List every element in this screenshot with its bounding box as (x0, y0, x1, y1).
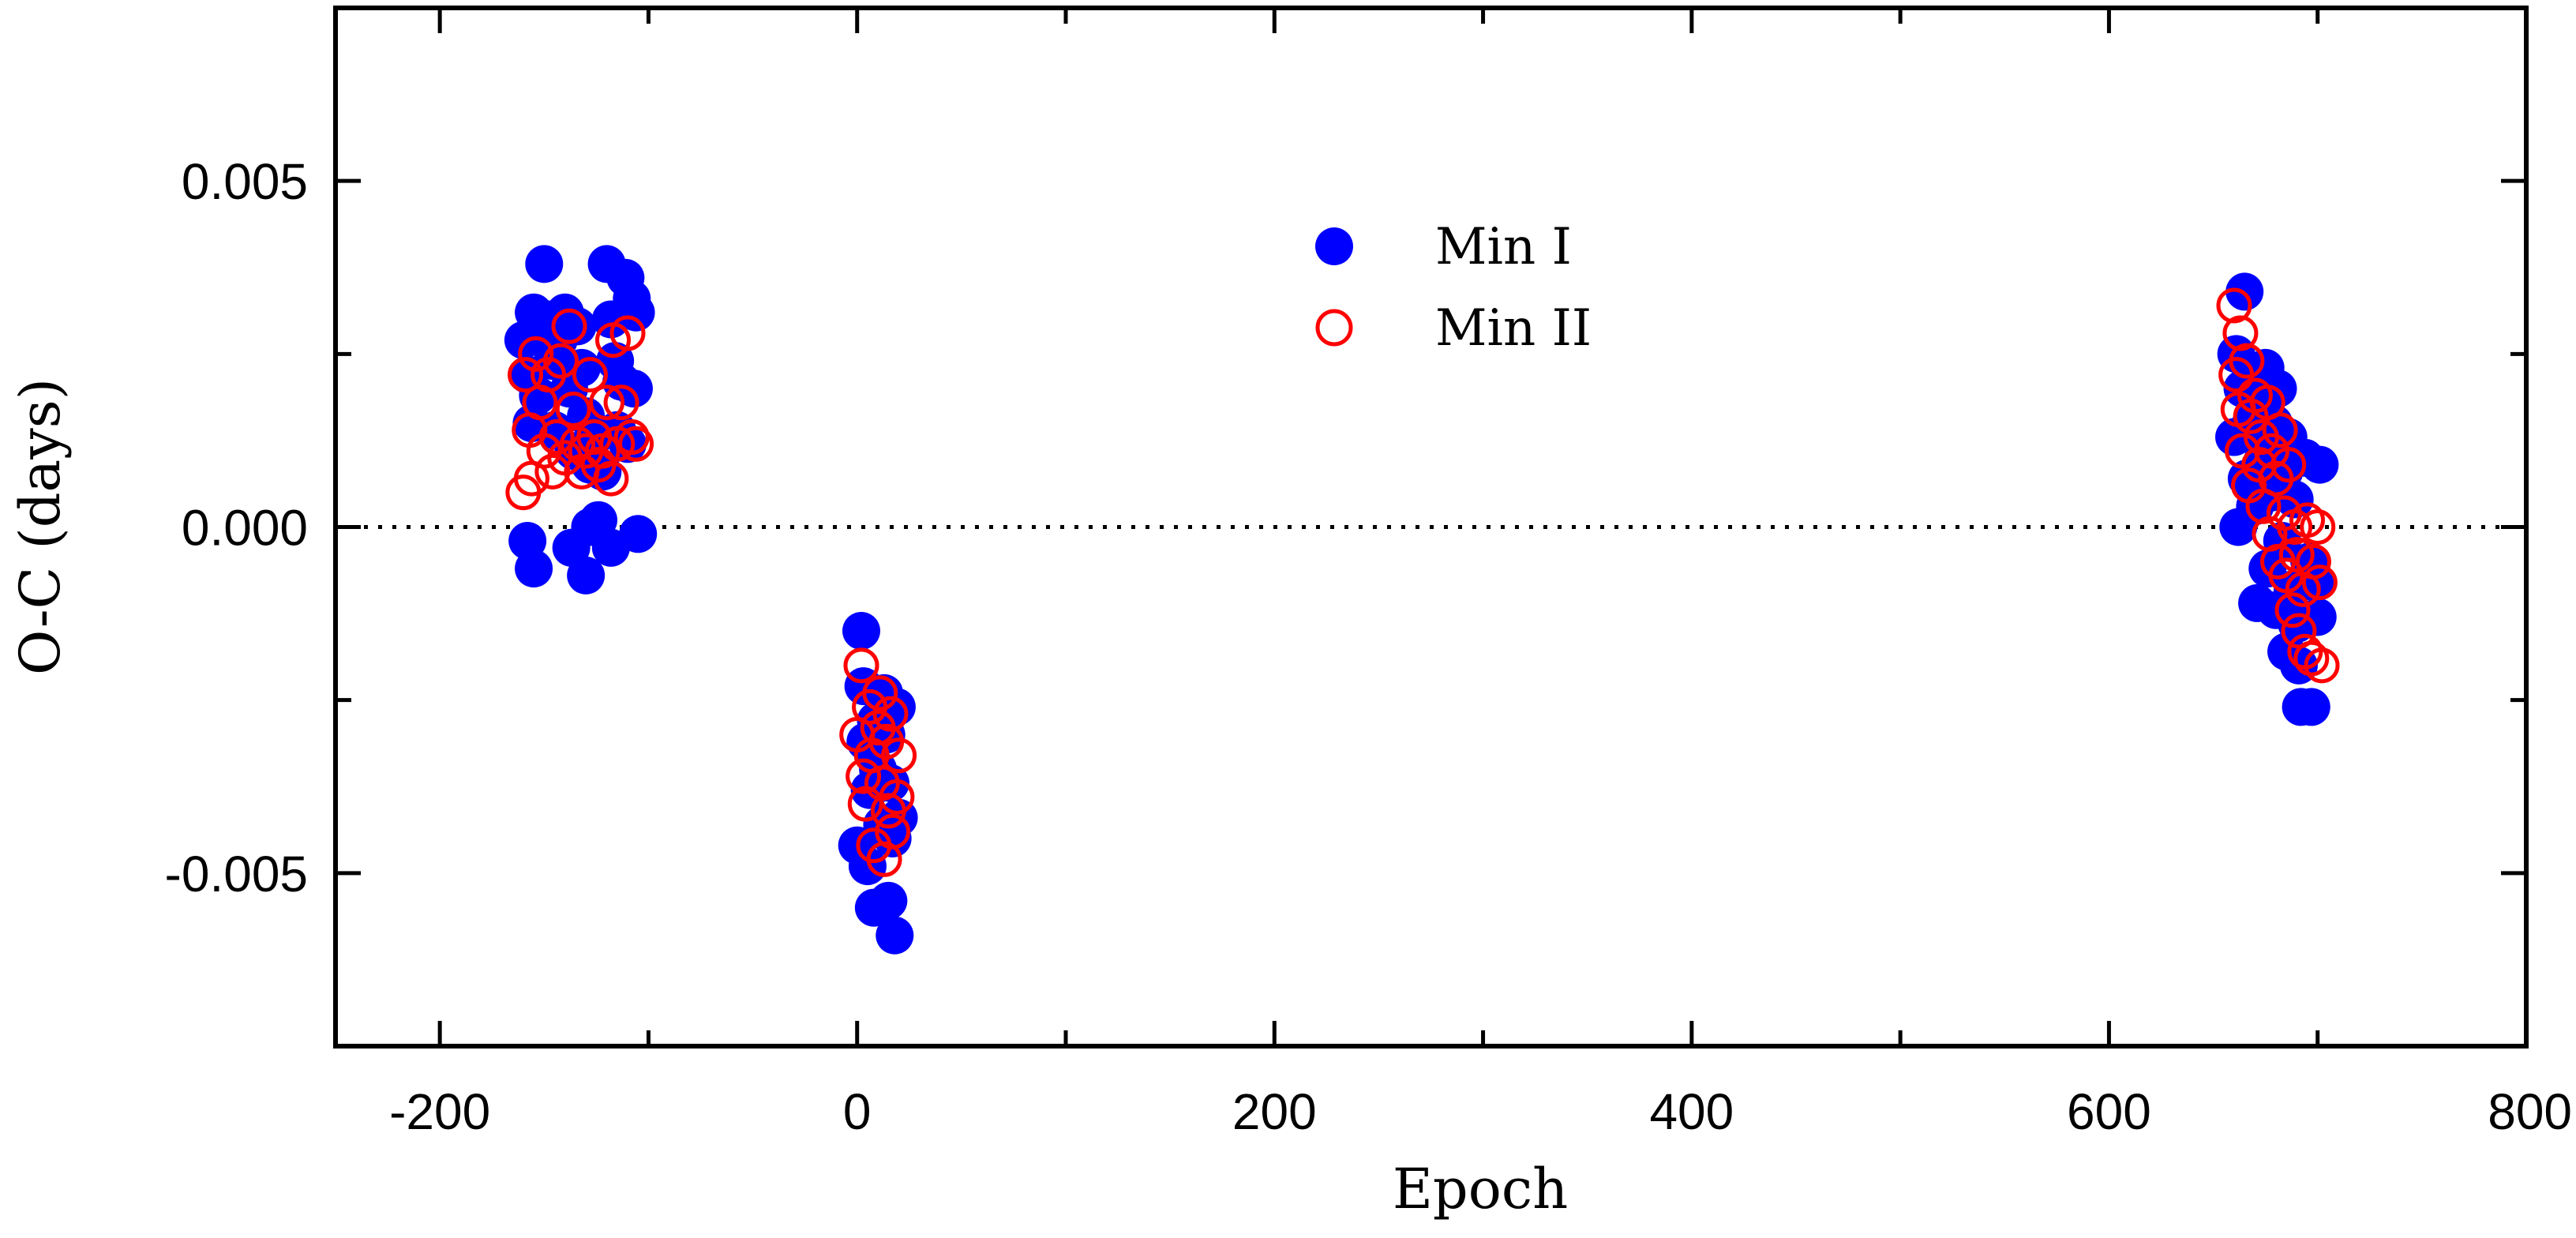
data-point-min-i (519, 376, 557, 415)
data-point-min-ii (2293, 640, 2330, 677)
data-point-min-ii (879, 778, 915, 815)
data-point-min-i (2292, 688, 2330, 726)
data-point-min-ii (572, 357, 608, 393)
data-point-min-ii (2304, 647, 2340, 684)
data-point-min-ii (2300, 509, 2336, 545)
y-axis-title: O-C (days) (8, 378, 73, 675)
data-point-min-ii (2278, 537, 2315, 573)
data-point-min-ii (555, 391, 591, 427)
y-tick-label: -0.005 (165, 846, 308, 902)
data-points (504, 245, 2340, 955)
legend-label-min-i: Min I (1435, 218, 1572, 276)
x-tick-label: 800 (2488, 1083, 2572, 1140)
axis-ticks (336, 8, 2529, 1046)
data-point-min-ii (2295, 543, 2331, 580)
y-tick-label: 0.000 (182, 500, 308, 557)
data-point-min-ii (603, 385, 639, 421)
data-point-min-ii (875, 813, 911, 850)
data-point-min-ii (843, 647, 879, 684)
data-point-min-i (876, 916, 914, 955)
y-tick-label: 0.005 (182, 153, 308, 210)
data-point-min-ii (538, 419, 575, 456)
data-point-min-ii (2216, 287, 2252, 324)
data-point-min-i (842, 612, 880, 650)
data-point-min-i (848, 847, 887, 886)
data-point-min-ii (518, 336, 554, 372)
data-point-min-ii (862, 675, 898, 711)
legend: Min I Min II (1315, 218, 1592, 358)
data-point-min-i (619, 515, 658, 553)
data-point-min-ii (2270, 447, 2307, 483)
data-point-min-ii (846, 758, 882, 794)
data-point-min-ii (560, 426, 596, 462)
x-tick-label: 0 (843, 1083, 872, 1140)
data-point-min-ii (2301, 565, 2338, 601)
data-point-min-ii (589, 385, 625, 421)
data-point-min-i (558, 307, 597, 346)
data-point-min-ii (613, 419, 650, 456)
data-point-min-ii (872, 696, 909, 732)
data-point-min-ii (2229, 343, 2265, 379)
y-tick-labels: 0.005 0.000 -0.005 (165, 153, 308, 902)
data-point-min-ii (2289, 502, 2325, 538)
x-tick-label: 600 (2067, 1083, 2151, 1140)
legend-marker-min-i (1315, 227, 1353, 265)
data-point-min-ii (618, 426, 654, 462)
data-point-min-ii (2222, 315, 2259, 351)
data-point-min-ii (881, 737, 917, 774)
data-point-min-ii (508, 357, 543, 393)
data-point-min-ii (593, 460, 629, 497)
x-tick-label: -200 (389, 1083, 490, 1140)
data-point-min-i (2300, 445, 2339, 484)
x-tick-label: 200 (1232, 1083, 1317, 1140)
data-point-min-ii (542, 343, 579, 379)
data-point-min-i (617, 293, 655, 332)
legend-marker-min-ii (1315, 309, 1353, 347)
data-point-min-i (515, 550, 553, 588)
x-tick-labels: -200 0 200 400 600 800 (389, 1083, 2572, 1140)
data-point-min-i (869, 881, 908, 920)
data-point-min-i (567, 556, 606, 595)
x-axis-title: Epoch (1393, 1157, 1568, 1221)
data-point-min-ii (551, 308, 587, 344)
data-point-min-ii (2274, 592, 2311, 628)
data-point-min-ii (609, 315, 646, 351)
data-point-min-i (525, 245, 564, 283)
data-point-min-i (562, 348, 601, 387)
data-point-min-i (614, 370, 653, 408)
x-tick-label: 400 (1649, 1083, 1734, 1140)
data-point-min-ii (2262, 412, 2298, 448)
legend-label-min-ii: Min II (1435, 299, 1592, 358)
